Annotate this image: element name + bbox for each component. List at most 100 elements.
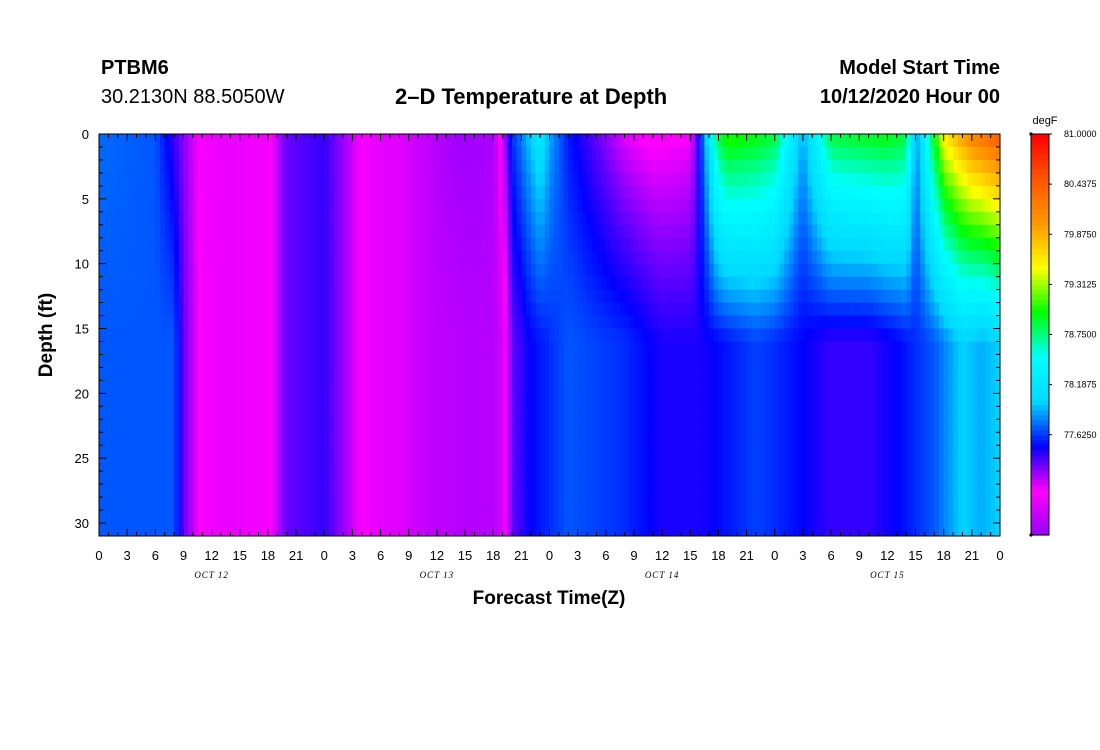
heatmap-cell (577, 458, 583, 472)
heatmap-cell (943, 419, 949, 433)
heatmap-cell (802, 302, 809, 317)
heatmap-cell (169, 276, 175, 291)
heatmap-cell (197, 341, 203, 356)
heatmap-cell (854, 406, 860, 420)
heatmap-cell (601, 328, 607, 343)
heatmap-cell (821, 276, 827, 291)
heatmap-cell (272, 198, 278, 213)
heatmap-cell (427, 263, 433, 278)
heatmap-cell (676, 237, 682, 252)
heatmap-cell (230, 458, 236, 472)
heatmap-cell (563, 380, 569, 394)
heatmap-cell (826, 276, 832, 291)
heatmap-cell (272, 263, 278, 278)
heatmap-cell (934, 146, 940, 161)
heatmap-cell (282, 289, 288, 304)
heatmap-cell (746, 393, 752, 407)
heatmap-cell (652, 263, 659, 278)
heatmap-cell (263, 237, 269, 252)
heatmap-cell (305, 146, 311, 161)
heatmap-cell (821, 380, 827, 394)
heatmap-cell (657, 354, 663, 369)
heatmap-cell (685, 211, 691, 226)
heatmap-cell (971, 458, 978, 472)
heatmap-cell (216, 367, 222, 381)
heatmap-cell (887, 445, 893, 459)
heatmap-cell (549, 211, 555, 226)
heatmap-cell (328, 289, 335, 304)
heatmap-cell (751, 380, 757, 394)
heatmap-cell (131, 406, 138, 420)
heatmap-cell (638, 198, 644, 213)
heatmap-cell (530, 406, 537, 420)
heatmap-cell (929, 289, 935, 304)
heatmap-cell (755, 172, 762, 187)
heatmap-cell (685, 419, 691, 433)
heatmap-cell (286, 289, 292, 304)
heatmap-cell (671, 172, 677, 187)
heatmap-cell (258, 341, 264, 356)
heatmap-cell (216, 445, 222, 459)
heatmap-cell (343, 367, 349, 381)
heatmap-cell (389, 315, 396, 330)
heatmap-cell (389, 367, 396, 381)
heatmap-cell (291, 134, 297, 148)
heatmap-cell (413, 211, 419, 226)
heatmap-cell (779, 250, 785, 265)
heatmap-cell (713, 134, 720, 148)
heatmap-cell (244, 289, 250, 304)
heatmap-cell (244, 172, 250, 187)
heatmap-cell (680, 172, 687, 187)
heatmap-cell (924, 146, 931, 161)
heatmap-cell (432, 198, 438, 213)
heatmap-cell (446, 224, 452, 239)
heatmap-cell (202, 276, 208, 291)
heatmap-cell (244, 302, 250, 317)
heatmap-cell (849, 393, 856, 407)
heatmap-cell (990, 276, 996, 291)
heatmap-cell (882, 341, 888, 356)
heatmap-cell (690, 276, 696, 291)
heatmap-cell (483, 289, 490, 304)
heatmap-cell (202, 445, 208, 459)
heatmap-cell (619, 198, 626, 213)
heatmap-cell (652, 445, 659, 459)
heatmap-cell (216, 250, 222, 265)
heatmap-cell (624, 198, 630, 213)
heatmap-cell (380, 458, 386, 472)
heatmap-cell (854, 393, 860, 407)
heatmap-cell (113, 263, 119, 278)
heatmap-cell (422, 146, 429, 161)
heatmap-cell (544, 263, 551, 278)
heatmap-cell (920, 419, 926, 433)
heatmap-cell (774, 224, 781, 239)
heatmap-cell (460, 302, 466, 317)
heatmap-cell (413, 328, 419, 343)
heatmap-cell (845, 432, 851, 446)
heatmap-cell (310, 263, 316, 278)
heatmap-cell (399, 224, 405, 239)
heatmap-cell (746, 224, 752, 239)
heatmap-cell (981, 445, 987, 459)
heatmap-cell (197, 354, 203, 369)
heatmap-cell (328, 445, 335, 459)
heatmap-cell (934, 276, 940, 291)
heatmap-cell (615, 432, 621, 446)
heatmap-cell (596, 432, 602, 446)
heatmap-cell (741, 419, 748, 433)
heatmap-cell (619, 289, 626, 304)
heatmap-cell (798, 341, 804, 356)
heatmap-cell (812, 263, 818, 278)
heatmap-cell (366, 302, 372, 317)
heatmap-cell (117, 198, 124, 213)
heatmap-cell (910, 406, 917, 420)
heatmap-cell (333, 380, 339, 394)
heatmap-cell (319, 276, 325, 291)
heatmap-cell (840, 250, 846, 265)
heatmap-cell (188, 159, 194, 174)
heatmap-cell (493, 406, 499, 420)
heatmap-cell (328, 276, 335, 291)
heatmap-cell (821, 289, 827, 304)
heatmap-cell (967, 198, 973, 213)
heatmap-cell (422, 328, 429, 343)
